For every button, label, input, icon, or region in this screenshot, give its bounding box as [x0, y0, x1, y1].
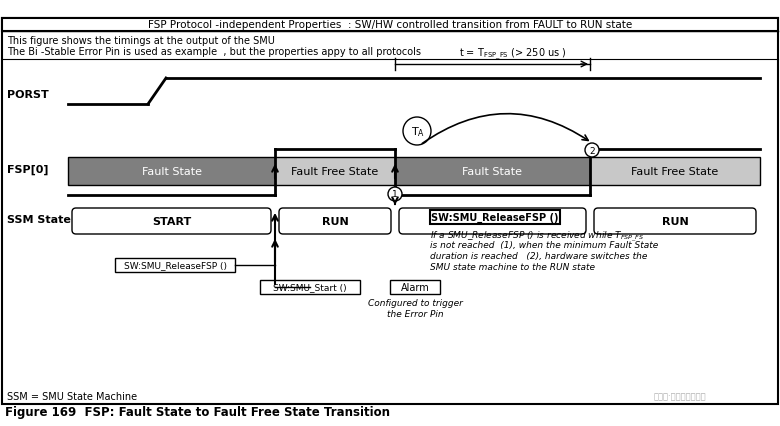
Bar	[68, 158, 760, 186]
Text: FSP Protocol -independent Properties  : SW/HW controlled transition from FAULT t: FSP Protocol -independent Properties : S…	[148, 20, 632, 30]
Text: Fault State: Fault State	[463, 167, 523, 177]
Bar	[275, 158, 395, 186]
FancyBboxPatch shape	[72, 208, 271, 234]
Text: FAULT: FAULT	[474, 216, 511, 227]
Text: SW:SMU_Start (): SW:SMU_Start ()	[273, 283, 347, 292]
Text: Configured to trigger: Configured to trigger	[367, 298, 463, 307]
FancyBboxPatch shape	[399, 208, 586, 234]
Text: the Error Pin: the Error Pin	[387, 309, 443, 318]
Text: RUN: RUN	[661, 216, 689, 227]
Text: PORST: PORST	[7, 90, 48, 100]
Text: t = T$_{\mathregular{FSP\_FS}}$ (> 250 us ): t = T$_{\mathregular{FSP\_FS}}$ (> 250 u…	[459, 47, 566, 62]
Text: Alarm: Alarm	[401, 282, 429, 292]
Bar	[430, 210, 560, 225]
FancyBboxPatch shape	[594, 208, 756, 234]
Bar	[590, 158, 760, 186]
Text: is not reached  (1), when the minimum Fault State: is not reached (1), when the minimum Fau…	[430, 240, 658, 249]
Text: Figure 169  FSP: Fault State to Fault Free State Transition: Figure 169 FSP: Fault State to Fault Fre…	[5, 405, 390, 418]
Text: duration is reached   (2), hardware switches the: duration is reached (2), hardware switch…	[430, 251, 647, 260]
Text: START: START	[152, 216, 191, 227]
Bar	[2, 19, 778, 32]
Text: SSM State: SSM State	[7, 215, 71, 225]
Text: Fault Free State: Fault Free State	[292, 167, 378, 177]
Text: Fault Free State: Fault Free State	[631, 167, 718, 177]
Bar	[395, 158, 590, 186]
Text: If a SMU_ReleaseFSP () is received while T$_{\mathregular{FSP\_FS}}$: If a SMU_ReleaseFSP () is received while…	[430, 230, 644, 244]
FancyBboxPatch shape	[279, 208, 391, 234]
Text: 公众号·汽车电子嵌入式: 公众号·汽车电子嵌入式	[654, 391, 707, 400]
Text: SMU state machine to the RUN state: SMU state machine to the RUN state	[430, 262, 595, 271]
Bar	[115, 259, 235, 272]
Text: SSM = SMU State Machine: SSM = SMU State Machine	[7, 391, 137, 401]
Text: T$_\mathregular{A}$: T$_\mathregular{A}$	[411, 125, 425, 138]
Circle shape	[403, 118, 431, 146]
Bar	[390, 280, 440, 294]
Text: 1: 1	[392, 190, 398, 199]
Circle shape	[388, 187, 402, 201]
Circle shape	[585, 144, 599, 158]
Bar	[68, 158, 275, 186]
Text: This figure shows the timings at the output of the SMU: This figure shows the timings at the out…	[7, 36, 275, 46]
Text: SW:SMU_ReleaseFSP (): SW:SMU_ReleaseFSP ()	[431, 213, 558, 223]
Text: Fault State: Fault State	[141, 167, 201, 177]
Text: The Bi -Stable Error Pin is used as example  , but the properties appy to all pr: The Bi -Stable Error Pin is used as exam…	[7, 47, 421, 57]
Text: 2: 2	[589, 146, 595, 155]
Bar	[260, 280, 360, 294]
Text: RUN: RUN	[321, 216, 349, 227]
Text: FSP[0]: FSP[0]	[7, 164, 48, 175]
Text: SW:SMU_ReleaseFSP (): SW:SMU_ReleaseFSP ()	[123, 261, 226, 270]
